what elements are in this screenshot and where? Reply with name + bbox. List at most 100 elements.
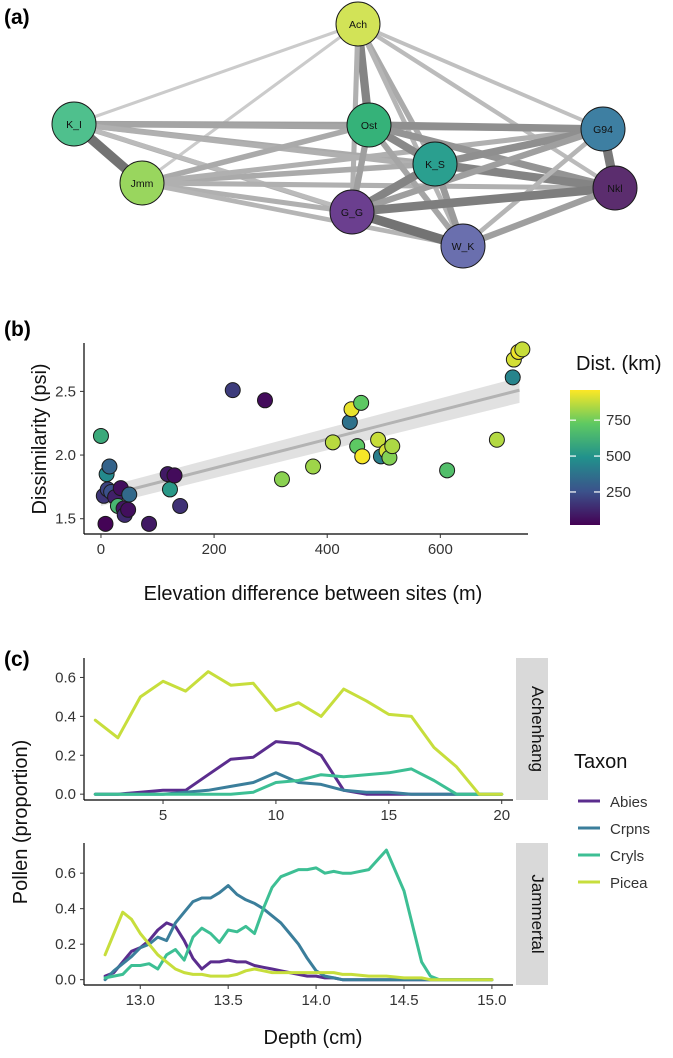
panel-a-tag: (a) xyxy=(4,6,30,29)
network-node-label-K_S: K_S xyxy=(425,159,445,171)
scatter-y-tick-label: 1.5 xyxy=(55,511,76,528)
facet-jammertal: 0.0 0.2 0.4 0.6 13.0 13.5 14.0 14.5 15.0 xyxy=(55,843,548,1009)
network-node-label-G94: G94 xyxy=(593,124,613,136)
network-edge-Ost-Nkl xyxy=(368,121,616,192)
network-node-label-K_I: K_I xyxy=(66,119,82,131)
taxon-legend: Abies Crpns Cryls Picea xyxy=(578,794,650,892)
colorbar-gradient xyxy=(570,390,600,525)
facet-y-tick-label: 0.6 xyxy=(55,669,76,686)
facet-y-tick-label: 0.0 xyxy=(55,786,76,803)
distance-legend-title: Dist. (km) xyxy=(576,353,662,375)
facet-y-tick-label: 0.4 xyxy=(55,708,76,725)
facet-y-tick-label: 0.2 xyxy=(55,936,76,953)
scatter-point xyxy=(514,341,531,358)
scatter-point xyxy=(161,481,178,498)
colorbar-tick-label: 750 xyxy=(606,412,631,429)
facet-x-tick-label: 15 xyxy=(380,807,397,824)
network-node-G_G xyxy=(329,189,375,235)
network-edge-Jmm-Ost xyxy=(141,122,370,186)
taxon-legend-title: Taxon xyxy=(574,751,627,773)
scatter-y-tick-label: 2.0 xyxy=(55,447,76,464)
series-line-cryls xyxy=(103,848,494,982)
colorbar-tick-label: 250 xyxy=(606,484,631,501)
network-edge-K_S-Nkl xyxy=(434,159,616,193)
network-node-Jmm xyxy=(119,160,165,206)
scatter-point xyxy=(97,515,114,532)
network-node-Ost xyxy=(346,102,392,148)
panel-b-tag: (b) xyxy=(4,318,31,341)
facet-x-tick-label: 5 xyxy=(159,807,167,824)
scatter-point xyxy=(224,382,241,399)
scatter-x-tick-label: 400 xyxy=(315,541,340,558)
strip-label-achenhang: Achenhang xyxy=(528,686,547,772)
series-line-cryls xyxy=(93,767,504,796)
trend-confidence-band xyxy=(100,377,520,506)
network-edge-Nkl-G_G xyxy=(351,183,616,217)
scatter-point xyxy=(504,369,521,386)
network-edge-Jmm-G94 xyxy=(141,126,604,186)
scatter-x-tick-label: 600 xyxy=(428,541,453,558)
network-node-Nkl xyxy=(592,165,638,211)
scatter-point xyxy=(370,431,387,448)
pollen-x-axis-title: Depth (cm) xyxy=(264,1027,363,1049)
network-node-Ach xyxy=(335,1,381,47)
scatter-point xyxy=(488,431,505,448)
network-node-label-Ost: Ost xyxy=(361,120,377,132)
facet-x-tick-label: 14.5 xyxy=(389,992,418,1009)
scatter-point xyxy=(324,434,341,451)
network-edge-Nkl-W_K xyxy=(461,185,617,249)
pollen-y-axis-title: Pollen (proportion) xyxy=(10,740,32,905)
network-node-K_I xyxy=(51,101,97,147)
distance-colorbar: 250 500 750 xyxy=(570,390,631,525)
legend-label-picea: Picea xyxy=(610,875,648,892)
legend-label-abies: Abies xyxy=(610,794,648,811)
scatter-point xyxy=(354,448,371,465)
scatter-point xyxy=(384,438,401,455)
network-edge-K_S-G94 xyxy=(434,125,604,168)
network-edge-Jmm-W_K xyxy=(141,180,464,249)
colorbar-tick-label: 500 xyxy=(606,448,631,465)
facet-x-tick-label: 10 xyxy=(268,807,285,824)
network-nodes: Ach K_I Jmm Ost K_S G94 Nkl G_G W_K xyxy=(51,1,638,269)
network-edge-Jmm-Nkl xyxy=(141,180,616,191)
facet-strip xyxy=(516,843,548,985)
panel-c-tag: (c) xyxy=(4,648,30,671)
scatter-point xyxy=(120,501,137,518)
network-edge-Ost-W_K xyxy=(366,123,466,248)
network-node-label-Ach: Ach xyxy=(349,19,367,31)
facet-y-tick-label: 0.4 xyxy=(55,901,76,918)
scatter-point xyxy=(121,486,138,503)
scatter-point xyxy=(141,515,158,532)
network-node-W_K xyxy=(440,223,486,269)
facet-strip xyxy=(516,658,548,800)
series-line-crpns xyxy=(103,884,494,982)
scatter-x-axis-title: Elevation difference between sites (m) xyxy=(144,583,483,605)
scatter-x-tick-label: 200 xyxy=(202,541,227,558)
network-node-K_S xyxy=(412,141,458,187)
scatter-point xyxy=(305,458,322,475)
scatter-point xyxy=(256,392,273,409)
facet-y-tick-label: 0.0 xyxy=(55,972,76,989)
network-node-label-G_G: G_G xyxy=(341,207,363,219)
legend-label-cryls: Cryls xyxy=(610,848,644,865)
series-line-picea xyxy=(103,910,494,982)
scatter-point xyxy=(101,458,118,475)
scatter-point xyxy=(273,471,290,488)
network-edge-G94-G_G xyxy=(351,126,604,215)
network-node-label-Nkl: Nkl xyxy=(607,183,622,195)
network-node-label-Jmm: Jmm xyxy=(131,178,154,190)
network-edge-G94-W_K xyxy=(461,127,605,248)
scatter-point xyxy=(166,467,183,484)
network-edge-Ach-Nkl xyxy=(356,22,617,190)
scatter-x-tick-label: 0 xyxy=(97,541,105,558)
facet-x-tick-label: 13.0 xyxy=(126,992,155,1009)
network-edge-Ach-K_I xyxy=(73,22,359,126)
strip-label-jammertal: Jammertal xyxy=(528,874,547,953)
facet-y-tick-label: 0.6 xyxy=(55,865,76,882)
legend-label-crpns: Crpns xyxy=(610,821,650,838)
scatter-plot: 0 200 400 600 1.5 2.0 2.5 xyxy=(55,341,531,558)
facet-x-tick-label: 14.0 xyxy=(301,992,330,1009)
network-edge-Ach-G94 xyxy=(357,22,604,131)
scatter-point xyxy=(92,427,109,444)
